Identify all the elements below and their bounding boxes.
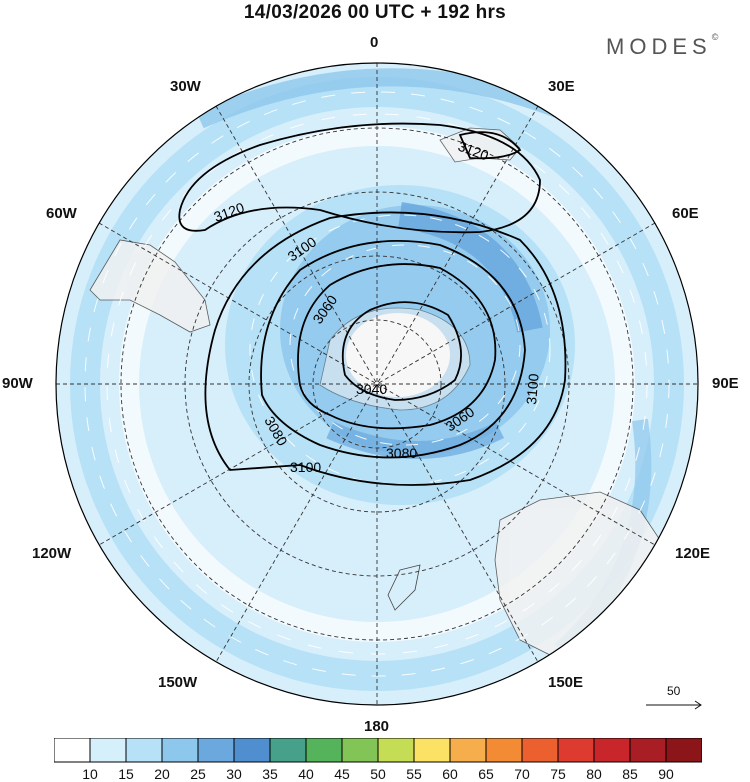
- contour-3100: [204, 211, 567, 486]
- contour-label: 3100: [290, 459, 321, 475]
- colorbar-swatch: [629, 738, 667, 763]
- lon-label-120e: 120E: [675, 545, 711, 562]
- colorbar-swatch: [233, 738, 271, 763]
- lon-label-150w: 150W: [158, 674, 198, 691]
- antarctica: [319, 307, 471, 411]
- colorbar-swatch: [125, 738, 163, 763]
- colorbar-tick-label: 90: [658, 766, 674, 782]
- colorbar-swatch: [197, 738, 235, 763]
- colorbar-tick-label: 70: [514, 766, 530, 782]
- colorbar-swatch: [89, 738, 127, 763]
- colorbar-tick-label: 20: [154, 766, 170, 782]
- height-contours: [178, 122, 567, 486]
- colorbar-tick-label: 15: [118, 766, 134, 782]
- contour-3060: [297, 263, 497, 430]
- vector-ring-outer: [84, 91, 670, 677]
- meridian-60e-120w: [98, 222, 656, 546]
- shading-jet-north: [196, 68, 564, 129]
- colorbar-swatch: [269, 738, 307, 763]
- contour-3120-cape: [458, 131, 522, 160]
- meridian-60w-120e: [98, 222, 656, 546]
- vector-ring-inner2: [289, 244, 521, 446]
- colorbar: [54, 738, 702, 763]
- colorbar-tick-label: 10: [82, 766, 98, 782]
- graticule: [56, 63, 698, 705]
- colorbar-swatch: [485, 738, 523, 763]
- colorbar-swatch: [341, 738, 379, 763]
- shading-vortex-max: [398, 202, 543, 333]
- colorbar-swatch: [449, 738, 487, 763]
- meridian-30e-150w: [215, 105, 539, 663]
- shading-vortex-south: [326, 421, 505, 459]
- brand-name: MODES: [606, 34, 712, 59]
- colorbar-tick-label: 75: [550, 766, 566, 782]
- lon-label-150e: 150E: [548, 674, 584, 691]
- brand-logo: MODES©: [606, 32, 719, 60]
- lon-label-0: 0: [370, 34, 379, 51]
- lon-label-30e: 30E: [548, 78, 575, 95]
- colorbar-tick-label: 55: [406, 766, 422, 782]
- map-border: [55, 62, 699, 706]
- colorbar-swatch: [665, 738, 702, 763]
- copyright-mark: ©: [711, 32, 719, 42]
- lon-label-90w: 90W: [2, 375, 33, 392]
- lon-label-120w: 120W: [32, 545, 72, 562]
- contour-label: 3100: [523, 373, 542, 406]
- colorbar-swatch: [521, 738, 559, 763]
- colorbar-swatch: [593, 738, 631, 763]
- new-zealand: [387, 564, 421, 611]
- colorbar-swatch: [305, 738, 343, 763]
- reference-vector-label: 50: [667, 684, 681, 698]
- colorbar-tick-label: 80: [586, 766, 602, 782]
- colorbar-tick-label: 60: [442, 766, 458, 782]
- contour-3080: [260, 240, 526, 459]
- colorbar-swatch: [413, 738, 451, 763]
- contour-3040: [341, 301, 462, 401]
- colorbar-tick-label: 35: [262, 766, 278, 782]
- colorbar-tick-label: 30: [226, 766, 242, 782]
- contour-label: 3040: [356, 381, 387, 397]
- colorbar-swatch: [557, 738, 595, 763]
- colorbar-swatch: [377, 738, 415, 763]
- contour-3120-north: [178, 122, 541, 234]
- lon-label-60e: 60E: [672, 205, 699, 222]
- colorbar-tick-label: 85: [622, 766, 638, 782]
- lon-label-30w: 30W: [170, 78, 201, 95]
- colorbar-tick-label: 45: [334, 766, 350, 782]
- polar-map: 3120 3120 3100 3060 3040 3080 3060 3080 …: [55, 62, 699, 706]
- colorbar-swatch: [161, 738, 199, 763]
- vector-ring-inner: [249, 214, 551, 486]
- colorbar-tick-label: 40: [298, 766, 314, 782]
- lon-label-60w: 60W: [46, 205, 77, 222]
- colorbar-ticks: 10 15 20 25 30 35 40 45 50 55 60 65 70 75 80 85 90: [54, 766, 702, 782]
- contour-label: 3080: [386, 445, 417, 461]
- colorbar-tick-label: 25: [190, 766, 206, 782]
- map-title: 14/03/2026 00 UTC + 192 hrs: [243, 2, 507, 23]
- colorbar-tick-label: 50: [370, 766, 386, 782]
- lon-label-90e: 90E: [712, 375, 739, 392]
- colorbar-tick-label: 65: [478, 766, 494, 782]
- lon-label-180: 180: [364, 718, 390, 735]
- meridian-30w-150e: [215, 105, 539, 663]
- reference-vector-arrow: [646, 700, 702, 710]
- colorbar-swatch: [54, 738, 91, 763]
